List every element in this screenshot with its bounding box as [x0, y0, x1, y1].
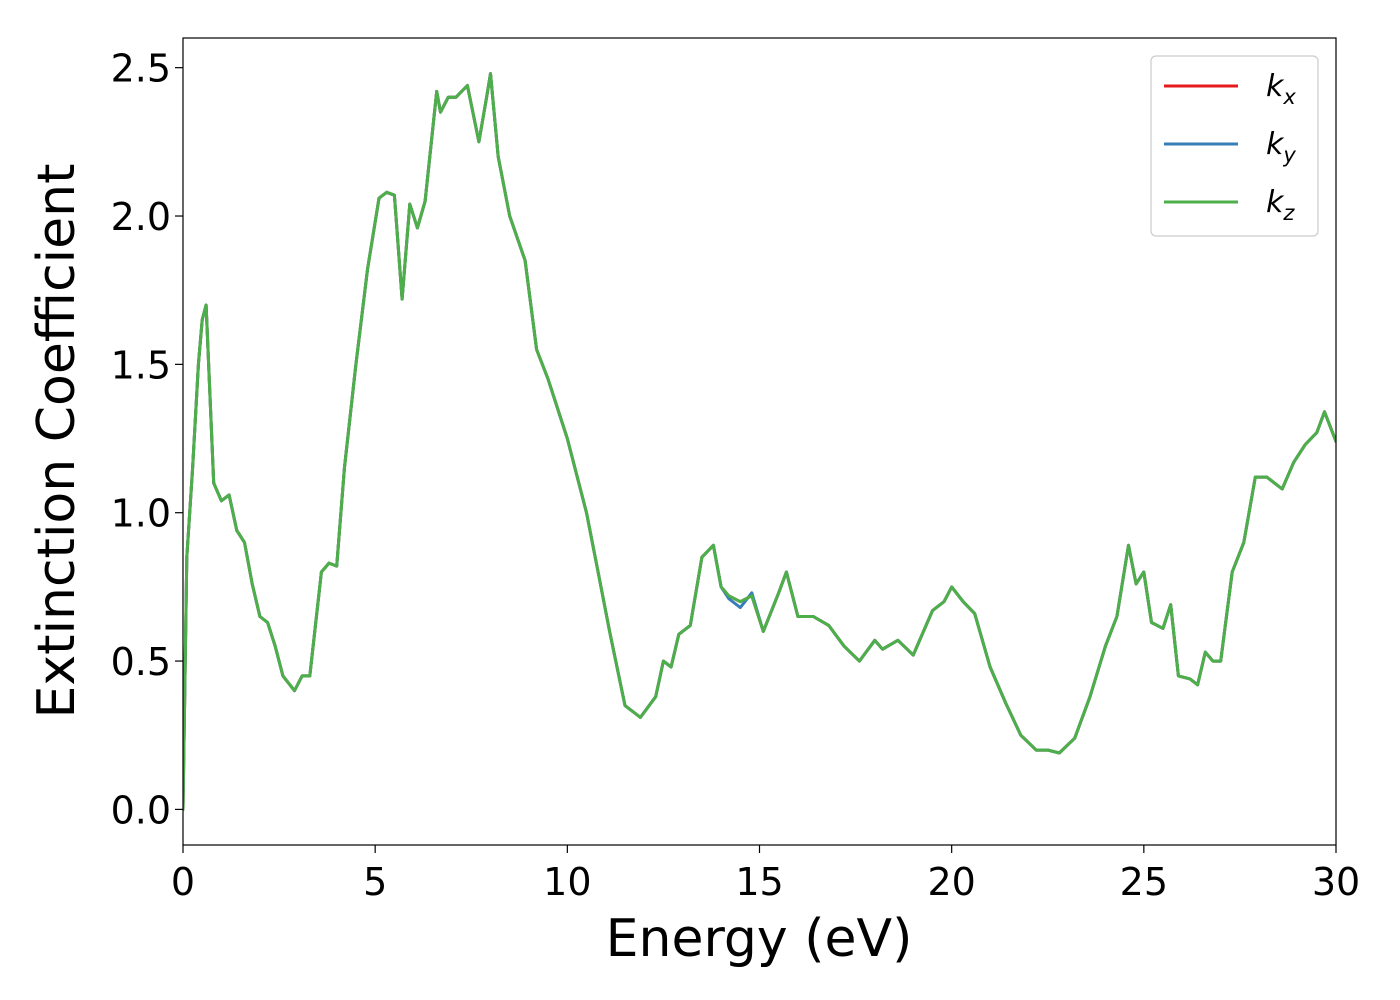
legend-box [1150, 55, 1319, 237]
legend-label-base: k [1266, 185, 1285, 220]
y-tick-label: 1.5 [111, 343, 171, 387]
x-tick-label: 20 [927, 860, 975, 904]
legend-label-subscript: x [1282, 85, 1296, 109]
x-tick-label: 25 [1120, 860, 1168, 904]
y-tick-label: 1.0 [111, 492, 171, 536]
legend-label-base: k [1266, 69, 1285, 104]
legend-label-z: kz [1266, 185, 1295, 225]
y-tick-label: 2.5 [111, 47, 171, 91]
series-line-z [183, 72, 1336, 811]
x-tick-label: 10 [543, 860, 591, 904]
x-tick-label: 15 [735, 860, 783, 904]
x-axis-ticks: 0 5 10 15 20 25 30 [171, 845, 1360, 904]
y-tick-label: 0.5 [111, 640, 171, 684]
legend-label-base: k [1266, 127, 1285, 162]
y-axis-title: Extinction Coefficient [27, 164, 87, 719]
legend-label-y: ky [1266, 127, 1296, 167]
legend-label-subscript: z [1282, 201, 1295, 225]
y-tick-label: 2.0 [111, 195, 171, 239]
x-tick-label: 30 [1312, 860, 1360, 904]
x-axis-title: Energy (eV) [606, 909, 913, 969]
x-tick-label: 0 [171, 860, 195, 904]
legend-label-x: kx [1266, 69, 1296, 109]
series-layer [183, 72, 1336, 811]
y-axis-ticks: 0.0 0.5 1.0 1.5 2.0 2.5 [111, 47, 183, 832]
legend-label-subscript: y [1282, 143, 1296, 167]
y-tick-label: 0.0 [111, 788, 171, 832]
x-tick-label: 5 [363, 860, 387, 904]
